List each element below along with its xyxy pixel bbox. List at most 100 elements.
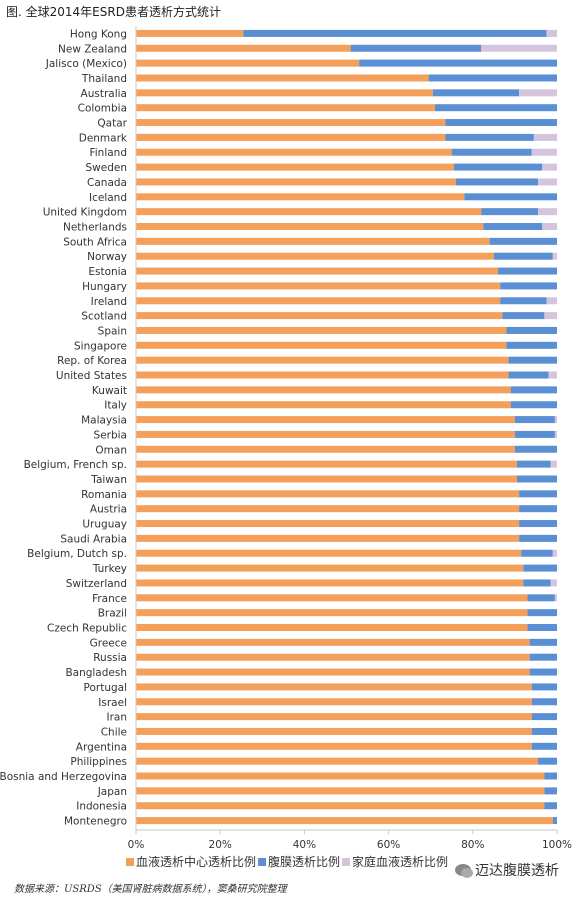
category-label: Chile: [101, 726, 127, 738]
bar-segment: [554, 416, 557, 424]
bar-segment: [136, 267, 499, 275]
category-label: Oman: [95, 444, 127, 456]
bar-segment: [432, 89, 520, 97]
bar-segment: [498, 267, 557, 275]
bar-segment: [136, 445, 515, 453]
bar-segment: [506, 326, 557, 334]
bar-segment: [533, 133, 557, 141]
bar-segment: [136, 460, 518, 468]
category-label: Canada: [87, 177, 127, 189]
bar-segment: [527, 594, 555, 602]
bar-segment: [517, 460, 551, 468]
bar-segment: [500, 282, 557, 290]
bar-segment: [136, 653, 530, 661]
category-label: Netherlands: [63, 222, 127, 234]
bar-segment: [428, 74, 557, 82]
category-label: Czech Republic: [47, 623, 127, 635]
source-note: 数据来源：USRDS（美国肾脏病数据系统），窦桑研究院整理: [14, 884, 287, 895]
legend-swatch-home: [342, 857, 351, 866]
bar-segment: [136, 579, 524, 587]
wechat-icon: [455, 864, 473, 878]
legend-item-home: 家庭血液透析比例: [342, 853, 448, 870]
category-label: Montenegro: [64, 816, 127, 828]
bar-segment: [523, 564, 557, 572]
bar-segment: [554, 430, 557, 438]
bar-segment: [136, 683, 532, 691]
category-label: Japan: [97, 786, 127, 798]
bar-segment: [500, 297, 547, 305]
bar-segment: [136, 475, 518, 483]
bar-segment: [136, 802, 545, 810]
category-label: France: [92, 593, 127, 605]
category-label: Philippines: [70, 756, 127, 768]
bar-segment: [481, 208, 539, 216]
bar-segment: [136, 490, 520, 498]
bar-segment: [136, 713, 532, 721]
bar-segment: [136, 727, 532, 735]
bar-segment: [136, 104, 435, 112]
legend-swatch-hd: [126, 857, 134, 866]
legend-item-hd: 血液透析中心透析比例: [126, 853, 256, 870]
bar-segment: [434, 104, 557, 112]
bar-segment: [136, 341, 507, 349]
bar-segment: [136, 148, 452, 156]
bar-segment: [136, 371, 509, 379]
x-tick-label: 80%: [461, 839, 484, 851]
bar-segment: [483, 223, 543, 230]
bar-segment: [136, 594, 528, 602]
bar-segment: [136, 564, 524, 572]
watermark: 迈达腹膜透析: [455, 860, 559, 880]
bar-segment: [502, 312, 545, 320]
bar-segment: [548, 371, 557, 379]
bar-segment: [544, 312, 557, 320]
category-label: Russia: [93, 652, 127, 664]
category-label: Norway: [87, 251, 127, 263]
bar-segment: [359, 59, 557, 67]
legend-label-pd: 腹膜透析比例: [268, 855, 341, 869]
bar-segment: [136, 742, 532, 750]
bar-segment: [519, 490, 557, 498]
bar-segment: [445, 133, 534, 141]
bar-segment: [464, 193, 557, 201]
bar-segment: [136, 74, 429, 82]
bar-segment: [136, 520, 520, 528]
bar-segment: [529, 638, 557, 646]
bar-segment: [451, 148, 532, 156]
bar-segment: [508, 371, 549, 379]
bar-segment: [481, 44, 557, 52]
bar-segment: [136, 609, 528, 617]
bar-segment: [538, 178, 557, 186]
category-label: Spain: [98, 325, 127, 337]
bar-segment: [542, 223, 557, 230]
bar-segment: [136, 282, 501, 290]
bar-segment: [508, 356, 557, 364]
watermark-text: 迈达腹膜透析: [475, 863, 559, 879]
bar-segment: [519, 534, 557, 542]
bar-segment: [136, 356, 509, 364]
bar-segment: [493, 252, 553, 260]
bar-segment: [136, 208, 482, 216]
bar-segment: [546, 29, 557, 37]
bar-segment: [554, 594, 557, 602]
bar-segment: [136, 638, 530, 646]
bar-segment: [136, 297, 501, 305]
bar-segment: [136, 44, 351, 52]
category-label: Sweden: [86, 162, 128, 174]
bar-segment: [243, 29, 547, 37]
bar-segment: [136, 416, 515, 424]
bar-segment: [521, 549, 553, 557]
legend: 血液透析中心透析比例 腹膜透析比例 家庭血液透析比例: [126, 853, 448, 870]
bar-segment: [514, 416, 555, 424]
bar-segment: [136, 698, 532, 706]
category-label: Scotland: [81, 311, 127, 323]
category-label: Iran: [106, 712, 127, 724]
bar-segment: [529, 668, 557, 676]
bar-segment: [527, 609, 557, 617]
bar-segment: [523, 579, 551, 587]
category-label: Australia: [81, 88, 127, 100]
bar-segment: [136, 401, 511, 409]
bar-segment: [531, 727, 557, 735]
category-label: Indonesia: [76, 801, 127, 813]
bar-segment: [136, 312, 503, 320]
